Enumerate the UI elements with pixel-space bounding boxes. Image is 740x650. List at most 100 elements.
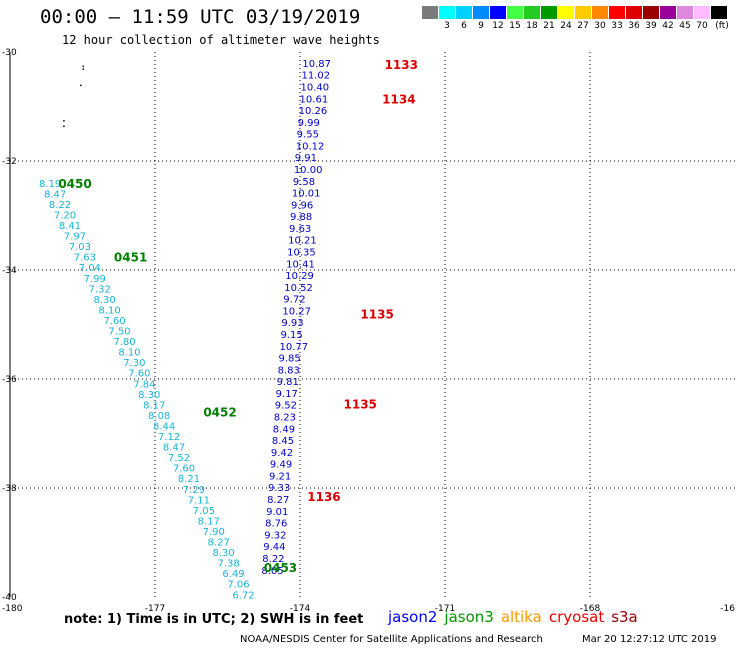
- scale-label: 21: [543, 21, 555, 31]
- scale-swatch: [507, 6, 523, 19]
- lon-tick-label: -171: [435, 604, 455, 614]
- jason2-wave-height: 9.42: [271, 448, 293, 459]
- jason2-wave-height: 9.99: [298, 118, 320, 129]
- jason3-wave-height: 8.41: [59, 221, 81, 232]
- jason3-wave-height: 8.17: [143, 400, 165, 411]
- pass-label: 0451: [114, 250, 147, 264]
- jason3-wave-height: 8.47: [44, 189, 66, 200]
- pass-label: 0452: [203, 406, 236, 420]
- jason2-wave-height: 9.72: [283, 295, 305, 306]
- jason2-wave-height: 8.45: [272, 436, 294, 447]
- pass-labels: 1133 1134 1135 1135 1136 0450 0451 0452 0453: [58, 58, 418, 575]
- jason2-wave-height: 10.61: [300, 94, 329, 105]
- scale-label: 70: [696, 21, 708, 31]
- jason2-wave-height: 9.55: [297, 130, 319, 141]
- lat-tick-label: -40: [2, 593, 17, 603]
- scale-label: 9: [478, 21, 484, 31]
- scale-swatch: [592, 6, 608, 19]
- land-dot: [82, 68, 84, 70]
- jason3-wave-height: 7.84: [133, 379, 155, 390]
- jason2-wave-height: 8.83: [278, 365, 300, 376]
- lon-tick-label: -174: [290, 604, 311, 614]
- jason2-wave-height: 9.81: [277, 377, 299, 388]
- jason3-wave-height: 7.38: [217, 559, 239, 570]
- scale-swatch: [660, 6, 676, 19]
- scale-swatch: [456, 6, 472, 19]
- jason2-wave-height: 8.05: [261, 566, 283, 577]
- lon-tick-label: -177: [145, 604, 165, 614]
- scale-label: 27: [577, 21, 589, 31]
- map-subtitle: 12 hour collection of altimeter wave hei…: [62, 33, 380, 47]
- jason3-wave-height: 7.97: [64, 232, 86, 243]
- scale-swatch: [643, 6, 659, 19]
- scale-unit: (ft): [715, 21, 729, 31]
- land-dots: [63, 65, 84, 128]
- jason3-wave-height: 7.11: [188, 495, 210, 506]
- scale-swatch: [558, 6, 574, 19]
- jason2-wave-height: 10.00: [294, 165, 323, 176]
- jason2-wave-height: 9.49: [270, 460, 292, 471]
- jason2-wave-height: 10.87: [302, 59, 331, 70]
- jason2-wave-height: 10.52: [284, 283, 313, 294]
- jason2-wave-height: 10.27: [282, 306, 311, 317]
- scale-label: 12: [492, 21, 504, 31]
- footer-credit: NOAA/NESDIS Center for Satellite Applica…: [240, 634, 543, 645]
- scale-label: 24: [560, 21, 572, 31]
- jason3-wave-height: 6.49: [222, 569, 244, 580]
- satellite-legend: jason2 jason3 altika cryosat s3a: [388, 608, 645, 626]
- jason2-wave-height: 8.22: [262, 554, 284, 565]
- lat-tick-label: -32: [2, 157, 17, 167]
- scale-swatch: [575, 6, 591, 19]
- jason3-wave-height: 8.27: [208, 538, 230, 549]
- pass-label: 0450: [58, 177, 91, 191]
- jason3-wave-height: 8.30: [138, 390, 160, 401]
- pass-label: 0453: [264, 561, 297, 575]
- jason2-wave-height: 8.76: [265, 519, 287, 530]
- jason2-wave-height: 9.63: [289, 224, 311, 235]
- jason3-wave-height: 8.44: [153, 421, 175, 432]
- jason3-wave-height: 7.20: [54, 210, 76, 221]
- jason2-wave-height: 9.85: [279, 354, 301, 365]
- jason2-wave-height: 9.32: [264, 530, 286, 541]
- legend-altika: altika: [500, 608, 542, 626]
- legend-cryosat: cryosat: [548, 608, 605, 626]
- jason3-wave-height: 7.50: [108, 327, 130, 338]
- jason3-wave-height: 8.17: [198, 516, 220, 527]
- jason3-wave-height: 7.05: [193, 506, 215, 517]
- pass-label: 1135: [360, 308, 393, 322]
- jason3-wave-height: 8.08: [148, 411, 170, 422]
- pass-label: 1134: [382, 92, 415, 106]
- legend-jason2: jason2: [388, 608, 438, 626]
- jason3-wave-height: 7.29: [183, 485, 205, 496]
- jason2-wave-height: 9.58: [293, 177, 315, 188]
- scale-label: 3: [444, 21, 450, 31]
- scale-label: 39: [645, 21, 657, 31]
- scale-swatch: [490, 6, 506, 19]
- legend-s3a: s3a: [611, 608, 638, 626]
- jason3-wave-height: 7.60: [173, 464, 195, 475]
- satellite-tracks: 10.8711.0210.4010.6110.269.999.5510.129.…: [39, 59, 331, 601]
- jason3-wave-height: 7.99: [84, 274, 106, 285]
- jason3-wave-height: 8.10: [98, 305, 120, 316]
- jason2-wave-height: 9.17: [276, 389, 298, 400]
- scale-swatch: [711, 6, 727, 19]
- pass-label: 1135: [344, 398, 377, 412]
- legend-jason3: jason3: [444, 608, 494, 626]
- jason3-wave-height: 8.21: [178, 474, 200, 485]
- jason3-wave-height: 8.47: [163, 443, 185, 454]
- jason3-wave-height: 6.72: [232, 590, 254, 601]
- jason2-wave-height: 9.01: [266, 507, 288, 518]
- scale-swatch: [473, 6, 489, 19]
- scale-label: 30: [594, 21, 606, 31]
- jason2-wave-height: 10.26: [299, 106, 328, 117]
- scale-swatch: [626, 6, 642, 19]
- jason2-wave-height: 9.88: [290, 212, 312, 223]
- lon-tick-label: -168: [580, 604, 601, 614]
- footer-note: note: 1) Time is in UTC; 2) SWH is in fe…: [64, 612, 364, 627]
- lat-tick-label: -36: [2, 375, 17, 385]
- jason2-wave-height: 9.96: [291, 200, 313, 211]
- jason3-wave-height: 7.30: [123, 358, 145, 369]
- scale-swatch: [439, 6, 455, 19]
- axis-ticks: -30 -32 -34 -36 -38 -40-180 -177 -174 -171 -168 -1…: [2, 48, 735, 614]
- lon-tick-label: -16: [720, 604, 735, 614]
